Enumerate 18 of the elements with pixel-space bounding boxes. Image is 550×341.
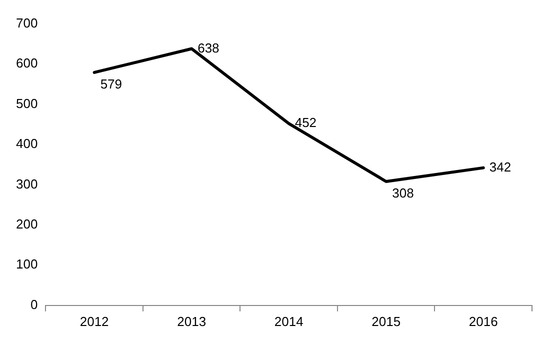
y-tick-label: 300 bbox=[16, 176, 38, 192]
x-tick-label: 2016 bbox=[468, 314, 498, 329]
x-tick-label: 2014 bbox=[274, 314, 304, 329]
data-label: 308 bbox=[392, 186, 414, 201]
data-label: 452 bbox=[294, 115, 317, 130]
data-label: 342 bbox=[489, 159, 512, 174]
y-tick-label: 400 bbox=[16, 136, 38, 152]
x-tick-label: 2012 bbox=[80, 314, 109, 329]
y-tick-label: 0 bbox=[30, 296, 38, 312]
y-tick-label: 500 bbox=[16, 96, 38, 111]
data-label: 579 bbox=[100, 76, 122, 92]
data-label: 638 bbox=[198, 40, 220, 56]
y-tick-label: 600 bbox=[16, 56, 38, 71]
x-tick-label: 2013 bbox=[177, 314, 206, 329]
x-tick-label: 2015 bbox=[372, 314, 401, 329]
y-tick-label: 200 bbox=[16, 216, 38, 232]
y-tick-label: 100 bbox=[16, 256, 38, 272]
y-tick-label: 700 bbox=[16, 15, 38, 30]
